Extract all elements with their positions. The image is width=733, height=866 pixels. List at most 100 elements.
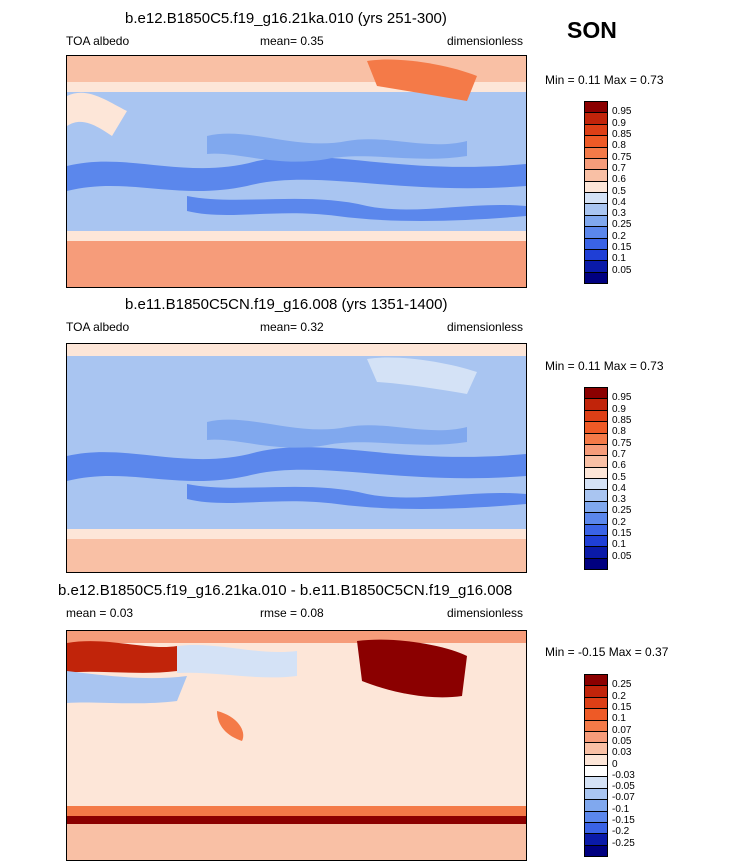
colorbar-tick-label: -0.05	[612, 781, 635, 793]
colorbar-tick-label: 0.4	[612, 482, 626, 494]
colorbar-swatch	[585, 479, 607, 491]
colorbar-swatch	[585, 399, 607, 411]
panel-1-map	[66, 55, 527, 288]
colorbar-swatch	[585, 388, 607, 400]
colorbar-tick-label: 0.07	[612, 724, 632, 736]
colorbar-swatch	[585, 124, 607, 137]
colorbar-swatch	[585, 547, 607, 559]
colorbar-tick-label: 0.1	[612, 539, 626, 551]
colorbar-swatch	[585, 227, 607, 239]
colorbar-tick-label: 0.25	[612, 505, 632, 517]
colorbar-tick-label: 0.03	[612, 747, 632, 759]
colorbar-swatch	[585, 766, 607, 778]
colorbar-tick-label: 0.3	[612, 494, 626, 506]
colorbar-swatch	[585, 249, 607, 262]
panel-3-mean-label: mean = 0.03	[66, 606, 134, 620]
colorbar-swatch	[585, 261, 607, 273]
colorbar-swatch	[585, 158, 607, 171]
colorbar-tick-label: 0.7	[612, 162, 626, 174]
colorbar-swatch	[585, 535, 607, 548]
colorbar-swatch	[585, 433, 607, 445]
colorbar-tick-label: 0.05	[612, 264, 632, 276]
colorbar-swatch	[585, 834, 607, 846]
colorbar-swatch	[585, 524, 607, 536]
colorbar-tick-label: 0.75	[612, 437, 632, 449]
panel-1-mean-label: mean= 0.35	[260, 34, 324, 48]
colorbar-tick-label: 0.95	[612, 392, 632, 404]
colorbar-tick-label: 0.05	[612, 550, 632, 562]
colorbar-swatch	[585, 709, 607, 721]
panel-2-colorbar	[584, 387, 608, 570]
colorbar-tick-label: 0.95	[612, 106, 632, 118]
colorbar-tick-label: 0.5	[612, 185, 626, 197]
colorbar-swatch	[585, 845, 607, 856]
colorbar-tick-label: 0.8	[612, 140, 626, 152]
colorbar-swatch	[585, 170, 607, 182]
colorbar-swatch	[585, 697, 607, 710]
colorbar-swatch	[585, 811, 607, 823]
colorbar-swatch	[585, 410, 607, 423]
colorbar-tick-label: 0	[612, 758, 618, 770]
colorbar-swatch	[585, 490, 607, 502]
colorbar-tick-label: 0.9	[612, 403, 626, 415]
colorbar-tick-label: 0.15	[612, 242, 632, 254]
colorbar-tick-label: -0.07	[612, 792, 635, 804]
colorbar-swatch	[585, 788, 607, 801]
colorbar-tick-label: 0.3	[612, 208, 626, 220]
panel-1-title: b.e12.B1850C5.f19_g16.21ka.010 (yrs 251-…	[125, 10, 447, 27]
panel-2-map	[66, 343, 527, 573]
panel-1-units-label: dimensionless	[447, 34, 524, 48]
colorbar-tick-label: 0.75	[612, 151, 632, 163]
colorbar-swatch	[585, 686, 607, 698]
colorbar-swatch	[585, 467, 607, 479]
colorbar-tick-label: 0.4	[612, 196, 626, 208]
colorbar-swatch	[585, 215, 607, 228]
panel-1-variable-label: TOA albedo	[66, 34, 130, 48]
colorbar-swatch	[585, 501, 607, 514]
colorbar-tick-label: 0.05	[612, 735, 632, 747]
colorbar-swatch	[585, 422, 607, 434]
colorbar-tick-label: 0.9	[612, 117, 626, 129]
colorbar-swatch	[585, 444, 607, 457]
panel-3-title: b.e12.B1850C5.f19_g16.21ka.010 - b.e11.B…	[58, 582, 513, 599]
colorbar-swatch	[585, 147, 607, 159]
colorbar-swatch	[585, 136, 607, 148]
panel-2-minmax: Min = 0.11 Max = 0.73	[545, 359, 664, 373]
panel-2-units-label: dimensionless	[447, 320, 524, 334]
colorbar-swatch	[585, 102, 607, 114]
panel-2-mean-label: mean= 0.32	[260, 320, 324, 334]
colorbar-tick-label: 0.15	[612, 701, 632, 713]
colorbar-tick-label: 0.2	[612, 230, 626, 242]
panel-1-minmax: Min = 0.11 Max = 0.73	[545, 73, 664, 87]
colorbar-tick-label: 0.25	[612, 219, 632, 231]
colorbar-tick-label: 0.85	[612, 414, 632, 426]
colorbar-swatch	[585, 193, 607, 205]
colorbar-tick-label: -0.25	[612, 837, 635, 849]
colorbar-swatch	[585, 272, 607, 283]
colorbar-swatch	[585, 822, 607, 835]
panel-3-rmse-label: rmse = 0.08	[260, 606, 324, 620]
colorbar-swatch	[585, 754, 607, 766]
colorbar-tick-label: 0.7	[612, 448, 626, 460]
colorbar-tick-label: -0.15	[612, 815, 635, 827]
colorbar-swatch	[585, 113, 607, 125]
colorbar-swatch	[585, 800, 607, 812]
colorbar-swatch	[585, 456, 607, 468]
colorbar-tick-label: 0.25	[612, 679, 632, 691]
colorbar-swatch	[585, 181, 607, 193]
colorbar-swatch	[585, 204, 607, 216]
colorbar-tick-label: 0.6	[612, 460, 626, 472]
colorbar-tick-label: -0.1	[612, 803, 630, 815]
season-label: SON	[567, 17, 617, 43]
colorbar-tick-label: 0.6	[612, 174, 626, 186]
colorbar-tick-label: 0.8	[612, 426, 626, 438]
colorbar-swatch	[585, 675, 607, 687]
colorbar-tick-label: 0.85	[612, 128, 632, 140]
colorbar-swatch	[585, 558, 607, 569]
panel-2-variable-label: TOA albedo	[66, 320, 130, 334]
colorbar-swatch	[585, 513, 607, 525]
panel-3-map	[66, 630, 527, 861]
panel-3-minmax: Min = -0.15 Max = 0.37	[545, 645, 669, 659]
colorbar-tick-label: 0.2	[612, 516, 626, 528]
colorbar-tick-label: -0.2	[612, 826, 630, 838]
